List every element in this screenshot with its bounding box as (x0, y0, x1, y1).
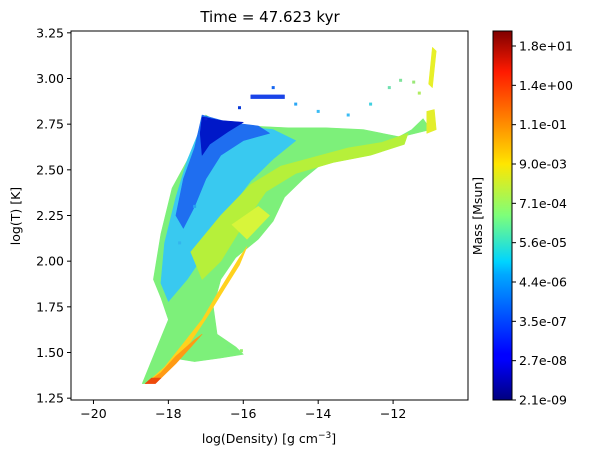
x-axis-label: log(Density) [g cm−3] (202, 431, 336, 446)
x-tick-label: −14 (305, 406, 331, 421)
colorbar-tick-label: 9.0e-03 (519, 157, 567, 172)
scatter-cell-13 (226, 345, 230, 349)
scatter-cell-0 (316, 109, 320, 113)
y-tick-label: 2.25 (36, 208, 64, 223)
scatter-cell-7 (294, 102, 298, 106)
colorbar-tick-label: 2.7e-08 (519, 353, 567, 368)
colorbar-tick-label: 1.8e+01 (519, 39, 573, 54)
y-tick-label: 2.75 (36, 117, 64, 132)
y-axis-ticks: 1.25 1.50 1.75 2.00 2.25 2.50 2.75 3.00 3.25 (36, 25, 71, 406)
colorbar-tick-label: 7.1e-04 (519, 196, 567, 211)
y-tick-label: 1.75 (36, 299, 64, 314)
colorbar-tick-label: 4.4e-06 (519, 275, 567, 290)
region-warm-pocket (231, 206, 270, 240)
region-cold-dense-tail (145, 333, 203, 384)
x-axis-label-exponent: −3 (318, 431, 331, 441)
density-regions (141, 47, 437, 384)
colorbar (492, 30, 513, 401)
region-minimum-mass-rim (199, 116, 244, 156)
scatter-cell-6 (417, 91, 421, 95)
region-low-mass-edge (175, 114, 270, 229)
chart-title: Time = 47.623 kyr (199, 8, 340, 26)
scatter-cells (178, 78, 421, 353)
x-axis-label-close: ] (331, 431, 336, 446)
scatter-cell-12 (178, 241, 182, 245)
colorbar-tick-label: 1.1e-01 (519, 117, 567, 132)
x-axis-label-base: log(Density) [g cm (202, 431, 318, 446)
scatter-cell-2 (369, 102, 373, 106)
region-peak-cell (144, 377, 162, 384)
y-tick-label: 3.00 (36, 71, 64, 86)
colorbar-label: Mass [Msun] (470, 177, 485, 255)
scatter-cell-11 (193, 204, 197, 208)
scatter-cell-3 (387, 86, 391, 90)
x-tick-label: −18 (155, 406, 181, 421)
x-tick-label: −16 (230, 406, 256, 421)
y-tick-label: 2.00 (36, 254, 64, 269)
scatter-cell-8 (271, 86, 275, 90)
region-dense-ridge (190, 133, 409, 280)
region-hot-branch (426, 109, 437, 134)
y-axis-label: log(T) [K] (8, 187, 23, 245)
colorbar-ticks: 2.1e-09 2.7e-08 3.5e-07 4.4e-06 5.6e-05 7.1e-… (512, 39, 573, 408)
x-tick-label: −12 (380, 406, 406, 421)
plot-area (141, 47, 437, 384)
scatter-cell-9 (238, 106, 241, 110)
region-hot-low-density-strip (250, 94, 285, 99)
scatter-cell-10 (204, 117, 208, 121)
y-tick-label: 3.25 (36, 25, 64, 40)
y-tick-label: 1.50 (36, 345, 64, 360)
scatter-cell-1 (346, 113, 350, 117)
region-hot-scatter-column (428, 47, 437, 88)
x-tick-label: −20 (80, 406, 106, 421)
colorbar-tick-label: 3.5e-07 (519, 314, 567, 329)
colorbar-tick-label: 2.1e-09 (519, 393, 567, 408)
y-tick-label: 2.50 (36, 162, 64, 177)
x-axis-ticks: −20 −18 −16 −14 −12 (80, 400, 406, 421)
colorbar-tick-label: 1.4e+00 (519, 78, 573, 93)
scatter-cell-14 (239, 349, 243, 353)
y-tick-label: 1.25 (36, 391, 64, 406)
scatter-cell-5 (412, 80, 416, 84)
scatter-cell-4 (399, 78, 403, 82)
colorbar-tick-label: 5.6e-05 (519, 235, 567, 250)
